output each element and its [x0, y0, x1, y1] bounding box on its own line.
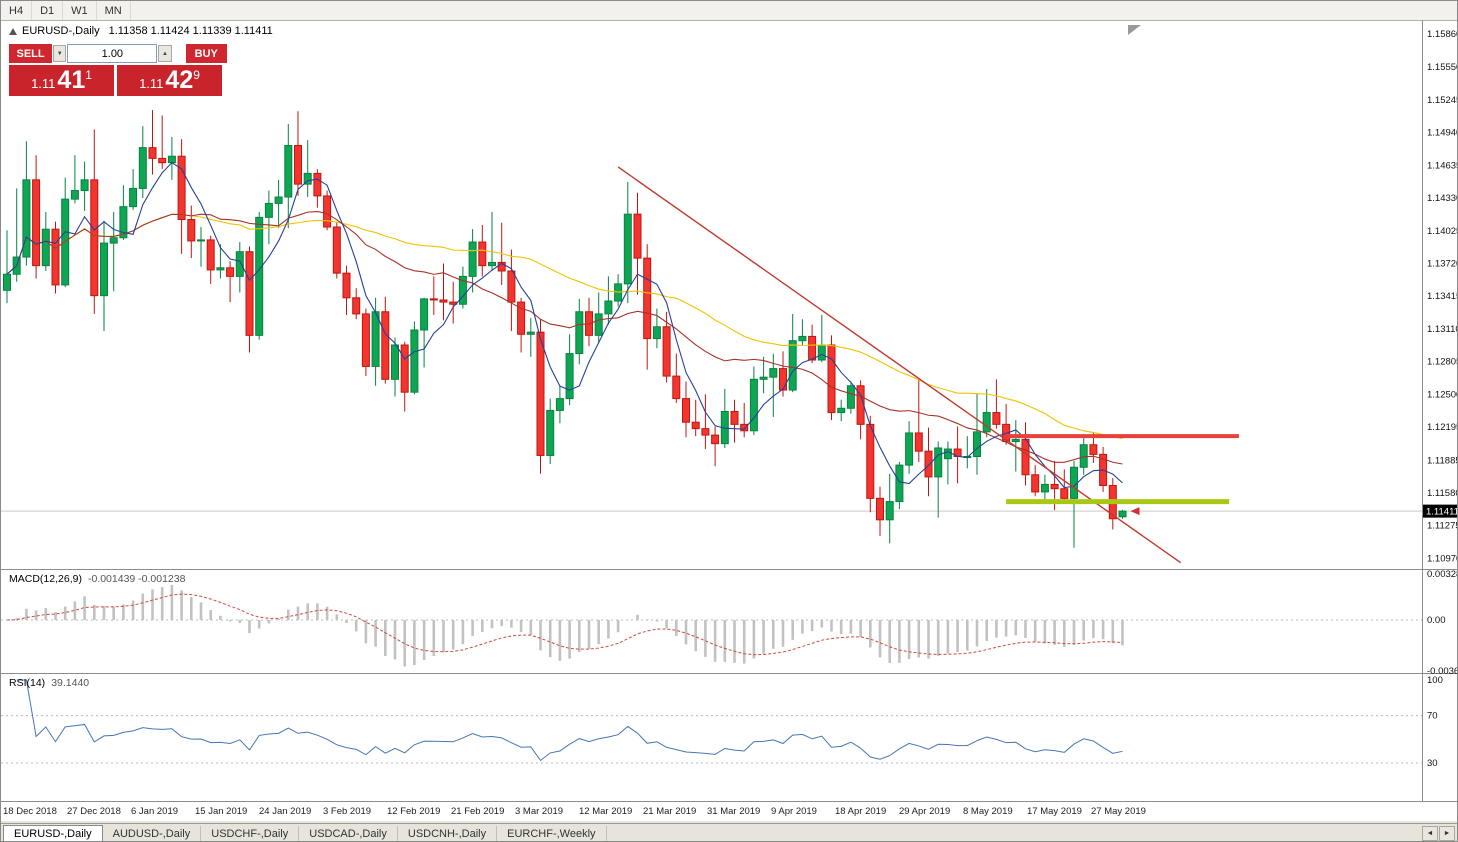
svg-text:1.15245: 1.15245: [1427, 95, 1458, 106]
buy-button[interactable]: BUY: [185, 44, 227, 63]
tab-usdcnh-daily[interactable]: USDCNH-,Daily: [398, 826, 498, 841]
chart-canvas[interactable]: 1.15860 1.15550 1.15245 1.14940 1.14635 1.143…: [1, 20, 1458, 821]
chart-window[interactable]: 1.15860 1.15550 1.15245 1.14940 1.14635 1.143…: [1, 20, 1457, 821]
macd-values: -0.001439 -0.001238: [87, 573, 186, 585]
volume-down-icon[interactable]: ▼: [53, 45, 67, 62]
symbol-name: EURUSD-,Daily: [22, 25, 100, 37]
bid-price-prefix: 1.11: [31, 76, 56, 91]
sell-price-button[interactable]: 1.11 41 1: [9, 65, 114, 96]
timeframe-d1-button[interactable]: D1: [32, 1, 64, 20]
svg-text:27 May 2019: 27 May 2019: [1091, 806, 1146, 817]
trade-panel-collapse-icon[interactable]: [9, 27, 17, 35]
svg-text:-0.00365: -0.00365: [1427, 666, 1458, 677]
svg-text:1.12195: 1.12195: [1427, 422, 1458, 433]
svg-text:0.00328: 0.00328: [1427, 569, 1458, 580]
timeframe-w1-button[interactable]: W1: [63, 1, 97, 20]
buy-price-button[interactable]: 1.11 42 9: [117, 65, 222, 96]
macd-name: MACD(12,26,9): [9, 573, 82, 585]
tab-usdcad-daily[interactable]: USDCAD-,Daily: [299, 826, 398, 841]
timeframe-toolbar: H4 D1 W1 MN: [1, 1, 1457, 21]
svg-text:17 May 2019: 17 May 2019: [1027, 806, 1082, 817]
svg-text:1.14940: 1.14940: [1427, 128, 1458, 139]
volume-input[interactable]: [67, 44, 158, 63]
tabs-scroll-right-icon[interactable]: ►: [1439, 826, 1455, 841]
svg-text:1.13110: 1.13110: [1427, 324, 1458, 335]
bid-price-sup: 1: [85, 68, 92, 82]
tabs-scroll-left-icon[interactable]: ◄: [1422, 826, 1438, 841]
svg-text:9 Apr 2019: 9 Apr 2019: [771, 806, 817, 817]
svg-text:100: 100: [1427, 675, 1443, 686]
svg-text:1.14635: 1.14635: [1427, 160, 1458, 171]
tab-audusd-daily[interactable]: AUDUSD-,Daily: [103, 826, 202, 841]
svg-text:1.11275: 1.11275: [1427, 521, 1458, 532]
svg-text:1.12500: 1.12500: [1427, 389, 1458, 400]
svg-text:1.11580: 1.11580: [1427, 488, 1458, 499]
svg-text:70: 70: [1427, 711, 1438, 722]
chart-symbol-header: EURUSD-,Daily 1.11358 1.11424 1.11339 1.…: [9, 25, 273, 37]
svg-text:1.15550: 1.15550: [1427, 62, 1458, 73]
tab-eurchf-weekly[interactable]: EURCHF-,Weekly: [497, 826, 607, 841]
ask-price-prefix: 1.11: [139, 76, 164, 91]
svg-text:15 Jan 2019: 15 Jan 2019: [195, 806, 247, 817]
svg-text:31 Mar 2019: 31 Mar 2019: [707, 806, 760, 817]
svg-text:0.00: 0.00: [1427, 615, 1446, 626]
timeframe-mn-button[interactable]: MN: [97, 1, 131, 20]
svg-text:1.11885: 1.11885: [1427, 455, 1458, 466]
ask-price-sup: 9: [193, 68, 200, 82]
svg-text:29 Apr 2019: 29 Apr 2019: [899, 806, 950, 817]
timeframe-h4-button[interactable]: H4: [1, 1, 33, 20]
svg-text:12 Mar 2019: 12 Mar 2019: [579, 806, 632, 817]
svg-text:1.11411: 1.11411: [1426, 507, 1458, 518]
svg-text:8 May 2019: 8 May 2019: [963, 806, 1013, 817]
svg-text:18 Apr 2019: 18 Apr 2019: [835, 806, 886, 817]
symbol-ohlc-values: 1.11358 1.11424 1.11339 1.11411: [108, 25, 273, 37]
svg-text:1.10970: 1.10970: [1427, 553, 1458, 564]
rsi-name: RSI(14): [9, 677, 46, 689]
chart-tab-bar: EURUSD-,Daily AUDUSD-,Daily USDCHF-,Dail…: [1, 823, 1457, 841]
tab-usdchf-daily[interactable]: USDCHF-,Daily: [201, 826, 300, 841]
sell-button[interactable]: SELL: [9, 44, 53, 63]
volume-up-icon[interactable]: ▲: [158, 45, 172, 62]
rsi-indicator-label: RSI(14) 39.1440: [9, 677, 89, 689]
svg-text:3 Mar 2019: 3 Mar 2019: [515, 806, 563, 817]
rsi-value: 39.1440: [51, 677, 90, 689]
svg-text:6 Jan 2019: 6 Jan 2019: [131, 806, 178, 817]
macd-indicator-label: MACD(12,26,9) -0.001439 -0.001238: [9, 573, 185, 585]
svg-text:1.13415: 1.13415: [1427, 291, 1458, 302]
bid-price-big: 41: [57, 66, 86, 94]
svg-text:18 Dec 2018: 18 Dec 2018: [3, 806, 57, 817]
svg-text:1.12805: 1.12805: [1427, 357, 1458, 368]
svg-text:21 Mar 2019: 21 Mar 2019: [643, 806, 696, 817]
svg-text:3 Feb 2019: 3 Feb 2019: [323, 806, 371, 817]
svg-text:1.15860: 1.15860: [1427, 29, 1458, 40]
svg-text:27 Dec 2018: 27 Dec 2018: [67, 806, 121, 817]
svg-text:1.13720: 1.13720: [1427, 258, 1458, 269]
svg-text:30: 30: [1427, 758, 1438, 769]
svg-text:1.14025: 1.14025: [1427, 226, 1458, 237]
svg-text:1.14330: 1.14330: [1427, 193, 1458, 204]
svg-text:21 Feb 2019: 21 Feb 2019: [451, 806, 504, 817]
svg-text:24 Jan 2019: 24 Jan 2019: [259, 806, 311, 817]
tab-eurusd-daily[interactable]: EURUSD-,Daily: [3, 825, 103, 841]
svg-text:12 Feb 2019: 12 Feb 2019: [387, 806, 440, 817]
ask-price-big: 42: [165, 66, 194, 94]
